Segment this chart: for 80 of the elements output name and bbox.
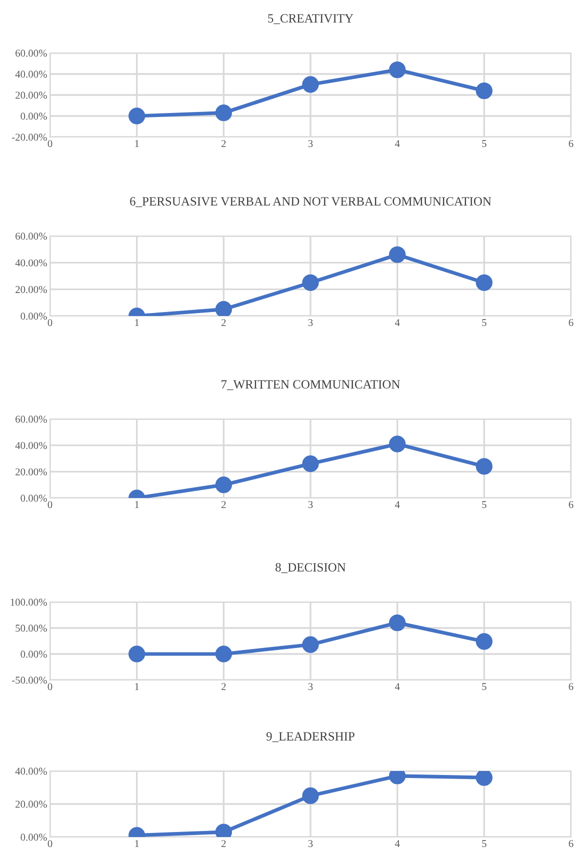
x-tick-label: 6 [568,319,574,326]
y-tick-label: 20.00% [16,92,47,99]
x-tick-label: 5 [482,140,486,148]
x-tick-label: 0 [48,683,52,690]
x-tick-label: 3 [308,501,313,508]
y-tick-label: 0.00% [20,312,47,320]
chart-title: 6_PERSUASIVE VERBAL AND NOT VERBAL COMMUNICATION [130,197,492,208]
y-tick-label: 0.00% [20,834,47,841]
point [302,636,319,653]
x-tick-label: 4 [394,319,400,326]
chart-title: 8_DECISION [276,563,346,574]
y-tick-label: 100.00% [10,598,47,606]
point [302,76,319,93]
point [302,787,319,804]
x-tick-label: 6 [568,140,574,148]
y-tick-label: 40.00% [15,70,47,78]
x-tick-label: 4 [394,140,400,148]
x-tick-label: 2 [222,319,226,326]
point [389,436,406,452]
x-tick-label: 3 [308,683,313,690]
y-tick-label: 60.00% [16,416,47,423]
point [215,104,232,122]
y-tick-label: 60.00% [16,232,47,240]
point [476,771,492,786]
point [476,274,492,291]
x-tick-label: 0 [48,501,52,508]
point [215,476,232,494]
x-tick-label: 3 [308,840,313,848]
point [215,646,232,662]
x-tick-label: 1 [135,140,139,148]
x-tick-label: 2 [222,501,226,508]
point [476,82,492,100]
y-tick-label: -50.00% [12,676,47,684]
y-tick-label: 40.00% [15,442,47,450]
y-tick-label: 20.00% [16,286,47,294]
y-tick-label: -20.00% [12,134,47,141]
x-tick-label: 0 [48,319,52,326]
x-tick-label: 4 [394,683,400,690]
y-tick-label: 0.00% [20,494,47,502]
point [476,633,492,650]
x-tick-label: 3 [308,319,313,326]
x-tick-label: 1 [135,501,139,508]
y-tick-label: 60.00% [16,50,47,57]
x-tick-label: 5 [482,683,486,690]
point [302,455,319,472]
y-tick-label: 0.00% [20,650,47,658]
x-tick-label: 6 [568,683,574,690]
x-tick-label: 2 [222,683,226,690]
point [128,646,146,662]
x-tick-label: 1 [135,319,139,326]
x-tick-label: 2 [222,840,226,848]
point [476,458,492,475]
x-tick-label: 4 [394,501,400,508]
x-tick-label: 2 [222,140,226,148]
y-tick-label: 40.00% [15,259,47,266]
y-tick-label: 20.00% [16,800,47,808]
y-tick-label: 40.00% [15,768,47,775]
x-tick-label: 5 [482,501,486,508]
point [389,61,406,78]
x-tick-label: 6 [568,501,574,508]
point [302,274,319,291]
chart-title: 7_WRITTEN COMMUNICATION [222,380,400,390]
x-tick-label: 6 [568,840,574,848]
y-tick-label: 50.00% [16,624,47,632]
x-tick-label: 0 [48,140,52,148]
point [128,108,146,124]
x-tick-label: 1 [135,683,139,690]
x-tick-label: 3 [308,140,313,148]
x-tick-label: 5 [482,319,486,326]
x-tick-label: 1 [135,840,139,848]
point [215,301,232,316]
point [389,614,406,632]
chart-title: 9_LEADERSHIP [266,732,354,742]
x-tick-label: 5 [482,840,486,848]
x-tick-label: 0 [48,840,52,848]
x-tick-label: 4 [394,840,400,848]
y-tick-label: 0.00% [20,112,47,120]
point [389,246,406,263]
chart-title: 5_CREATIVITY [268,14,354,24]
y-tick-label: 20.00% [16,468,47,476]
